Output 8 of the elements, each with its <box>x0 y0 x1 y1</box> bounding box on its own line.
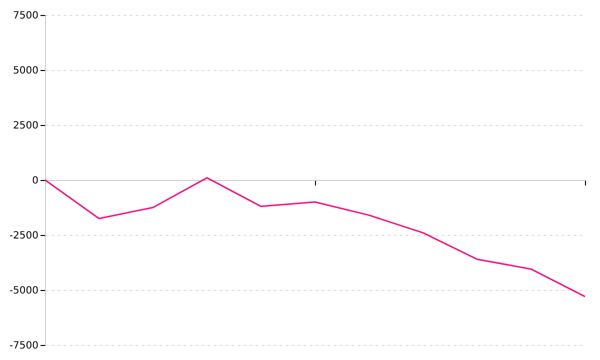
y-tick-label: -7500 <box>9 340 38 352</box>
y-tick-label: 0 <box>32 176 38 186</box>
y-tick-label: 5000 <box>13 66 38 76</box>
y-tick-label: -5000 <box>9 286 38 296</box>
line-series <box>44 177 586 298</box>
y-tick-label: 7500 <box>13 10 38 22</box>
y-tick-label: 2500 <box>13 120 38 132</box>
y-tick-label: -2500 <box>9 230 38 242</box>
